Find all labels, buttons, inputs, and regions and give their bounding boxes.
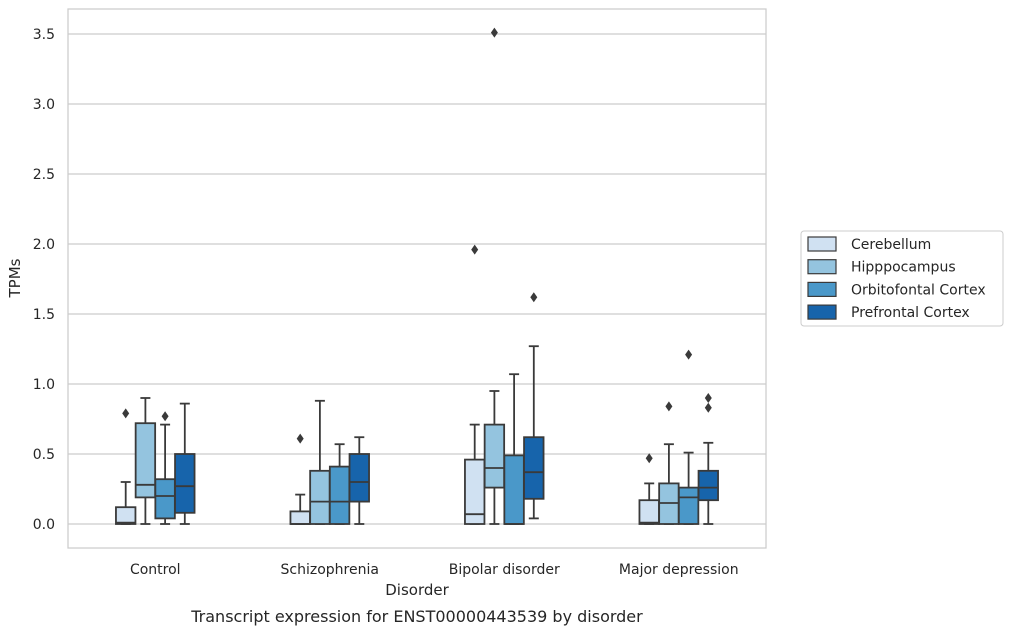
box bbox=[154, 478, 176, 520]
outlier-point bbox=[665, 401, 673, 412]
outlier-point bbox=[704, 402, 712, 413]
y-tick-label: 0.5 bbox=[33, 447, 55, 463]
x-tick-label: Bipolar disorder bbox=[449, 562, 560, 578]
box bbox=[483, 423, 506, 489]
legend-swatch bbox=[807, 259, 837, 275]
y-tick-label: 1.0 bbox=[33, 377, 55, 393]
legend-label: Hipppocampus bbox=[851, 260, 956, 276]
box bbox=[134, 422, 157, 499]
box bbox=[174, 453, 196, 514]
box bbox=[328, 465, 351, 525]
x-tick-labels: Control Schizophrenia Bipolar disorder Majo… bbox=[130, 562, 739, 578]
y-tick-label: 0.0 bbox=[33, 517, 55, 533]
box-group-bipolar-disorder bbox=[464, 27, 545, 525]
box bbox=[464, 458, 486, 525]
legend-swatch bbox=[807, 281, 837, 297]
outlier-point bbox=[685, 349, 693, 360]
y-tick-label: 3.0 bbox=[33, 97, 55, 113]
outlier-point bbox=[530, 292, 538, 303]
legend-label: Cerebellum bbox=[851, 237, 931, 253]
box-groups bbox=[115, 27, 719, 525]
box bbox=[289, 510, 311, 525]
box-group-major-depression bbox=[638, 349, 719, 525]
outlier-point bbox=[645, 453, 653, 464]
outlier-point bbox=[122, 408, 130, 419]
y-tick-label: 2.0 bbox=[33, 237, 55, 253]
box bbox=[677, 486, 700, 525]
box bbox=[638, 499, 660, 525]
box bbox=[115, 506, 137, 525]
x-axis-label: Disorder bbox=[385, 581, 449, 599]
legend: Cerebellum Hipppocampus Orbitofontal Corte… bbox=[800, 230, 1004, 327]
box bbox=[523, 436, 545, 500]
box-group-schizophrenia bbox=[289, 399, 370, 525]
y-tick-label: 3.5 bbox=[33, 27, 55, 43]
outlier-point bbox=[471, 244, 479, 255]
y-tick-label: 2.5 bbox=[33, 167, 55, 183]
y-axis-label: TPMs bbox=[6, 258, 24, 298]
y-tick-label: 1.5 bbox=[33, 307, 55, 323]
box bbox=[309, 469, 331, 525]
box-group-control bbox=[115, 397, 196, 525]
box bbox=[348, 453, 370, 503]
x-tick-label: Control bbox=[130, 562, 181, 578]
x-tick-label: Major depression bbox=[619, 562, 739, 578]
outlier-point bbox=[296, 433, 304, 444]
legend-swatch bbox=[807, 236, 837, 252]
legend-frame bbox=[800, 230, 1004, 327]
legend-label: Prefrontal Cortex bbox=[851, 305, 970, 321]
outlier-point bbox=[161, 411, 169, 422]
y-tick-labels: 0.0 0.5 1.0 1.5 2.0 2.5 3.0 3.5 bbox=[33, 27, 55, 533]
box bbox=[503, 454, 525, 525]
legend-items: Cerebellum Hipppocampus Orbitofontal Corte… bbox=[807, 236, 986, 321]
chart-caption: Transcript expression for ENST0000044353… bbox=[190, 607, 643, 626]
x-tick-label: Schizophrenia bbox=[281, 562, 379, 578]
box bbox=[697, 469, 719, 502]
legend-swatch bbox=[807, 304, 837, 320]
outlier-point bbox=[704, 393, 712, 403]
legend-label: Orbitofontal Cortex bbox=[851, 282, 986, 298]
grid-lines bbox=[68, 33, 766, 525]
outlier-point bbox=[490, 27, 498, 38]
plot-frame bbox=[67, 8, 767, 549]
